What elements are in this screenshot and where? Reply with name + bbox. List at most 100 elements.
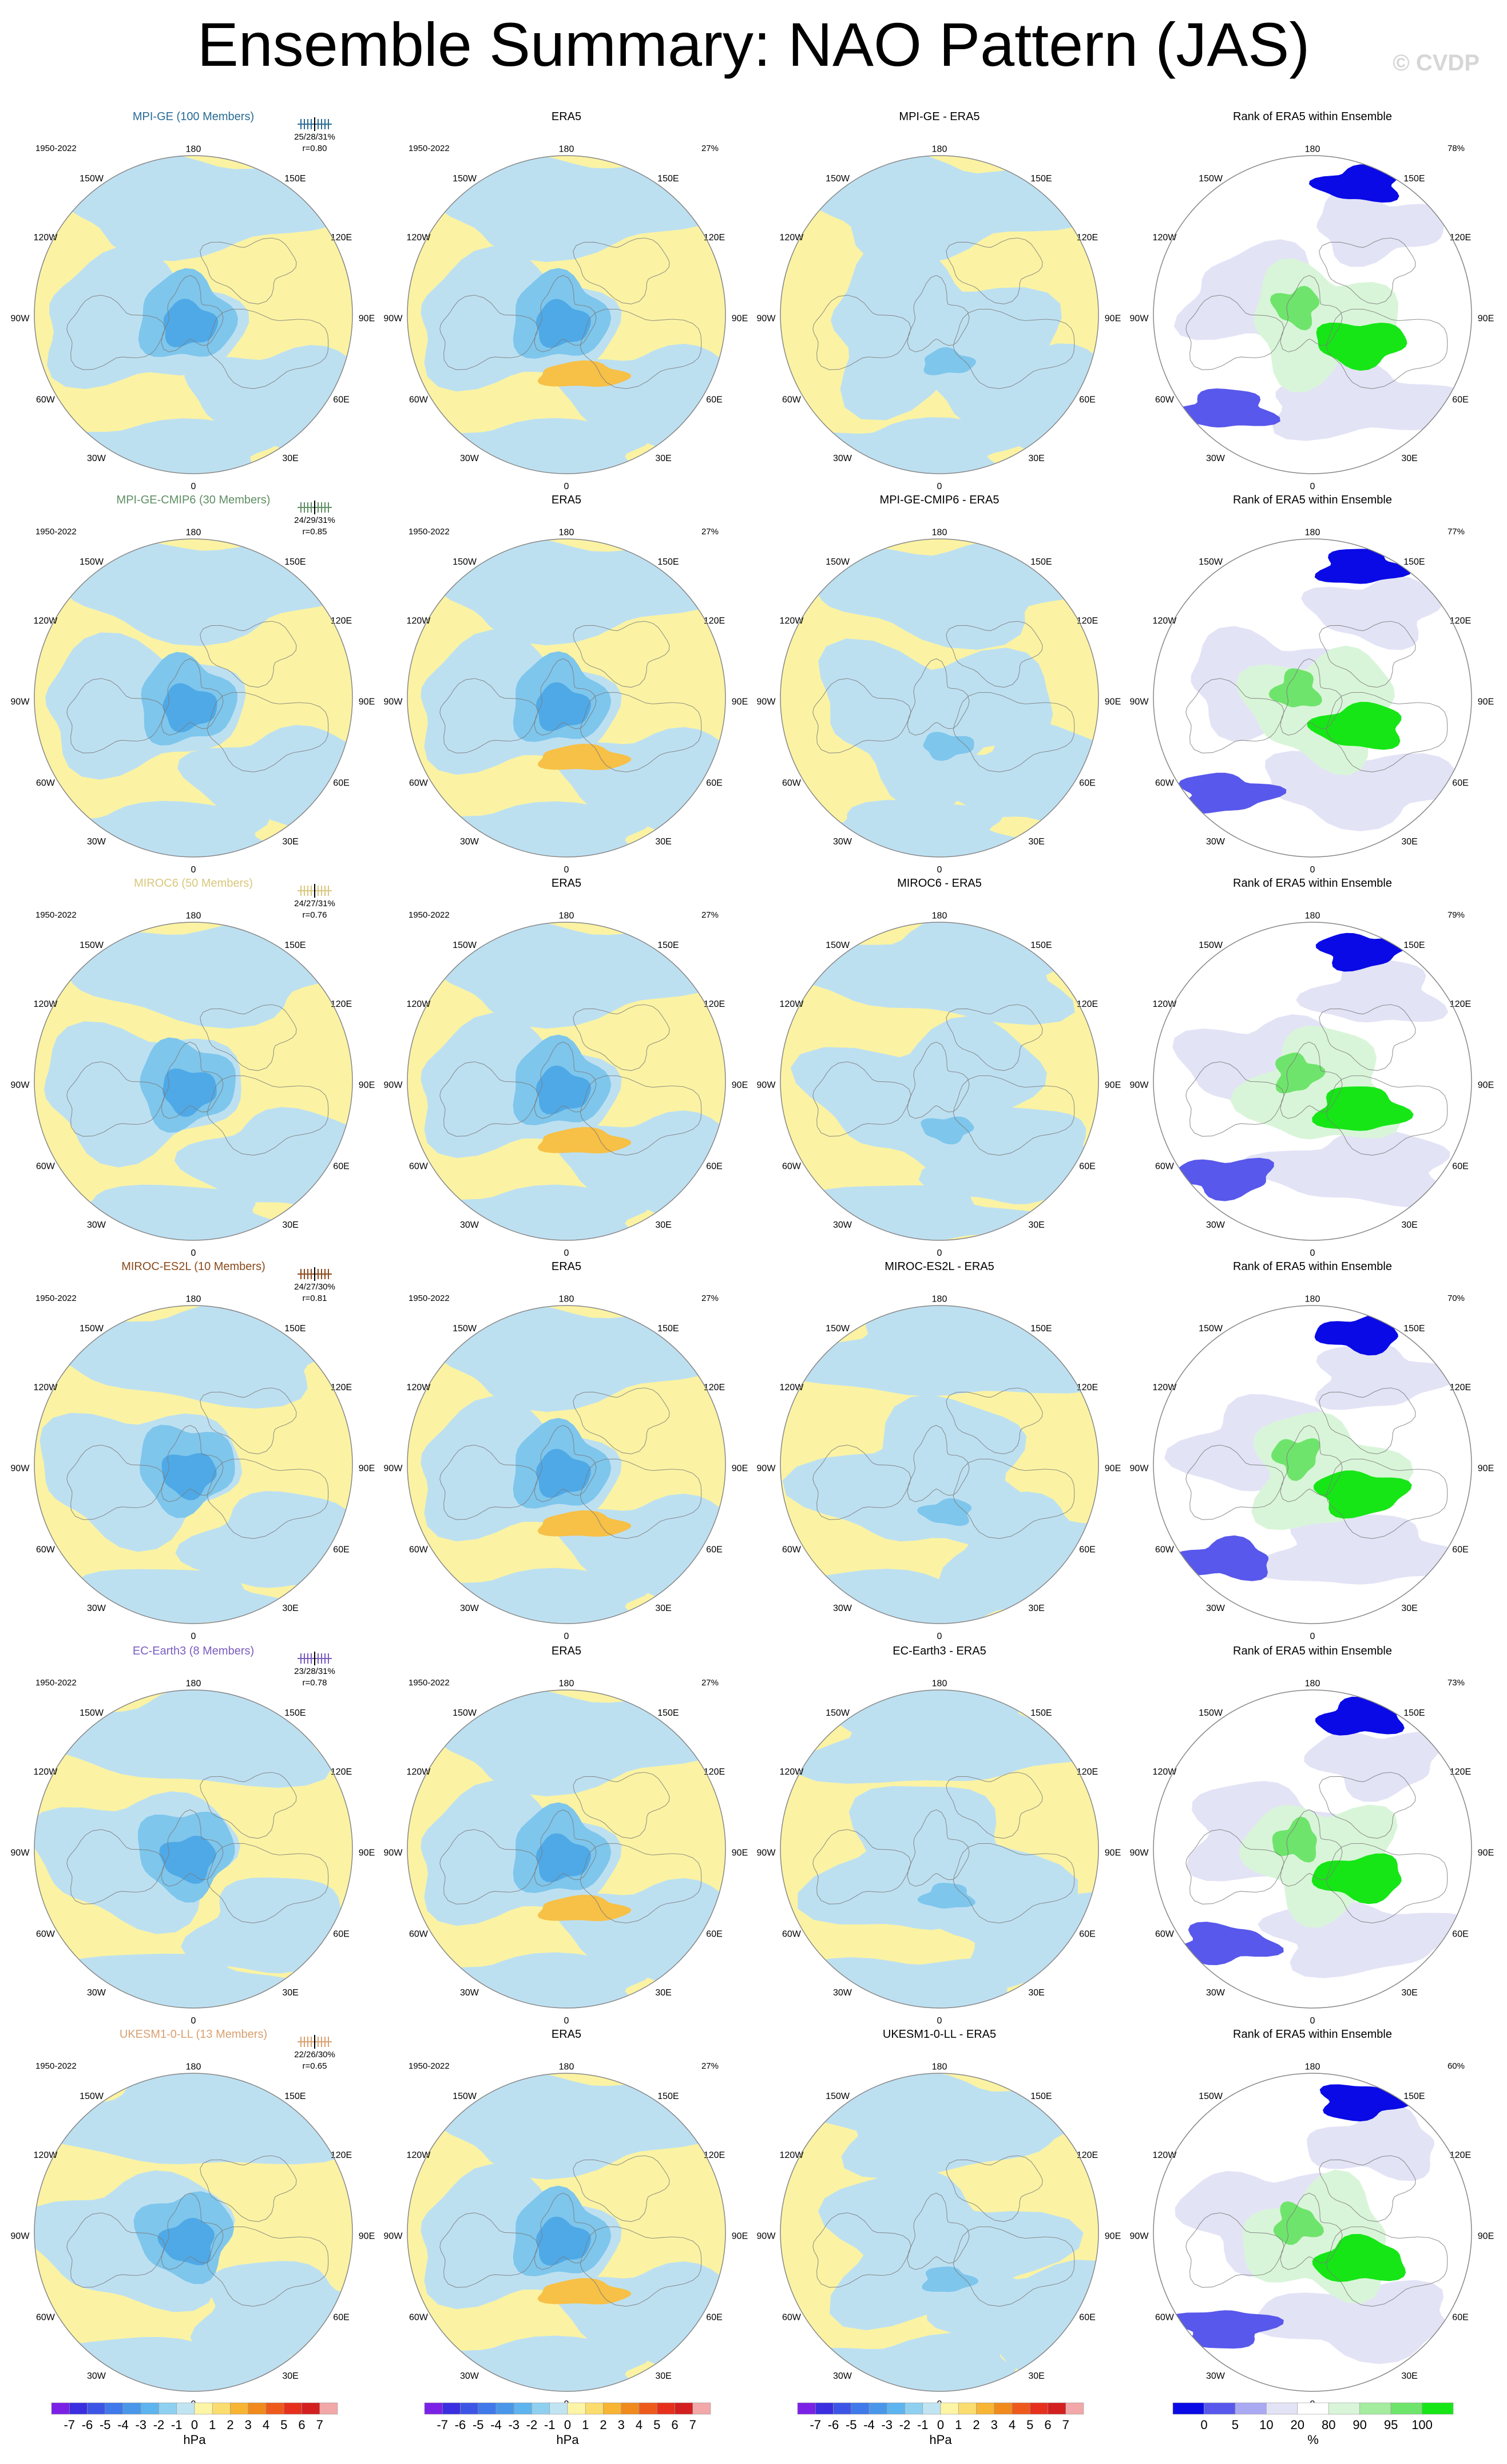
rank-map (1153, 2073, 1472, 2392)
colorbar-swatch (424, 2402, 443, 2415)
colorbar-swatch (495, 2402, 514, 2415)
longitude-label: 60E (333, 1929, 349, 1939)
period-label: 1950-2022 (409, 2061, 450, 2071)
period-label: 1950-2022 (35, 144, 77, 153)
colorbar-swatch (976, 2402, 995, 2415)
colorbar-tick-label: -6 (828, 2418, 839, 2432)
longitude-label: 90W (384, 1848, 403, 1858)
coastline (534, 658, 597, 736)
colorbar-swatch (105, 2402, 124, 2415)
pattern-correlation: r=0.76 (303, 910, 327, 920)
coastline (439, 1061, 538, 1137)
pattern-map (780, 538, 1099, 858)
longitude-label: 120W (34, 1767, 58, 1777)
rank-low-region (1314, 549, 1412, 584)
coastline (1326, 2226, 1448, 2307)
era5-panel-title: ERA5 (552, 494, 581, 506)
era5-panel-title: ERA5 (552, 1260, 581, 1273)
longitude-label: 180 (932, 1294, 947, 1304)
coastline (66, 678, 165, 753)
map-border (1153, 155, 1472, 474)
rank-high-region (1312, 1086, 1414, 1131)
pattern-map (780, 1689, 1099, 2009)
colorbar-swatch (815, 2402, 834, 2415)
longitude-label: 60W (409, 1161, 429, 1171)
negative-anomaly-region (782, 1395, 1054, 1554)
longitude-label: 90W (1130, 314, 1149, 324)
colorbar-tick-label: 95 (1384, 2418, 1398, 2432)
rank-panel-title: Rank of ERA5 within Ensemble (1233, 494, 1392, 506)
figure-row: MPI-GE (100 Members) 1950-2022 25/28/31% r=… (11, 110, 1494, 491)
colorbar-swatch (1204, 2402, 1236, 2415)
longitude-label: 30W (87, 1220, 106, 1230)
coastline (439, 678, 538, 753)
rank-panel-title: Rank of ERA5 within Ensemble (1233, 1260, 1392, 1273)
longitude-label: 150E (1030, 941, 1052, 950)
longitude-label: 120E (331, 1383, 352, 1392)
colorbar-swatch (319, 2402, 338, 2415)
colorbar-swatch (958, 2402, 977, 2415)
map-border (780, 922, 1099, 1241)
variance-stats: 22/26/30% (294, 2050, 335, 2060)
longitude-label: 30E (1401, 2371, 1417, 2381)
longitude-label: 0 (937, 865, 942, 875)
era5-panel-title: ERA5 (552, 2028, 581, 2041)
coastline (573, 621, 670, 688)
colorbar-tick-label: -5 (846, 2418, 857, 2432)
negative-core (923, 732, 974, 761)
longitude-label: 90W (384, 314, 403, 324)
coastline (439, 2212, 538, 2288)
longitude-label: 120W (780, 616, 804, 626)
longitude-label: 120E (704, 1767, 725, 1777)
coastline (200, 1387, 297, 1454)
longitude-label: 150W (453, 557, 477, 567)
coastline (580, 1075, 702, 1156)
longitude-label: 90E (1105, 1464, 1121, 1474)
longitude-label: 30W (833, 1988, 852, 1998)
longitude-label: 90E (359, 1848, 375, 1858)
longitude-label: 150E (1403, 1708, 1425, 1718)
longitude-label: 30E (282, 2371, 298, 2381)
longitude-label: 120E (1077, 1383, 1098, 1392)
colorbar-swatch (532, 2402, 550, 2415)
colorbar-swatch (1012, 2402, 1030, 2415)
longitude-label: 90E (1478, 1464, 1494, 1474)
longitude-label: 90W (757, 1081, 776, 1090)
colorbar-swatch (639, 2402, 657, 2415)
variance-stats: 23/28/31% (294, 1667, 335, 1676)
longitude-label: 120W (780, 1383, 804, 1392)
longitude-label: 30W (87, 1604, 106, 1613)
longitude-label: 30W (460, 2371, 479, 2381)
coastline (1185, 678, 1284, 753)
longitude-label: 150E (657, 557, 679, 567)
rank-low-pale (1307, 2104, 1435, 2181)
colorbar-swatch (905, 2402, 923, 2415)
colorbar-tick-label: 0 (1200, 2418, 1207, 2432)
longitude-label: 180 (559, 2062, 574, 2072)
negative-anomaly-region (34, 418, 280, 474)
colorbar-tick-label: 3 (991, 2418, 998, 2432)
colorbar-swatch (87, 2402, 106, 2415)
longitude-label: 0 (1310, 1632, 1315, 1641)
positive-centre (537, 1895, 632, 1922)
map-border (1153, 538, 1472, 858)
colorbar-swatch (549, 2402, 568, 2415)
longitude-label: 150W (80, 557, 104, 567)
longitude-label: 150E (284, 2092, 306, 2101)
negative-centre (536, 682, 591, 731)
longitude-label: 150E (1403, 557, 1425, 567)
pattern-correlation: r=0.80 (303, 144, 327, 153)
longitude-label: 120E (331, 233, 352, 243)
longitude-label: 30W (460, 1604, 479, 1613)
longitude-label: 120E (1450, 2150, 1471, 2160)
longitude-label: 150W (826, 941, 850, 950)
longitude-label: 150W (1199, 557, 1223, 567)
longitude-label: 0 (937, 1632, 942, 1641)
longitude-label: 30E (1401, 1988, 1417, 1998)
coastline (1185, 1061, 1284, 1137)
map-border (780, 155, 1099, 474)
coastline (66, 1061, 165, 1137)
negative-anomaly-region (795, 1690, 1098, 1784)
longitude-label: 180 (932, 144, 947, 154)
longitude-label: 60W (36, 1161, 55, 1171)
